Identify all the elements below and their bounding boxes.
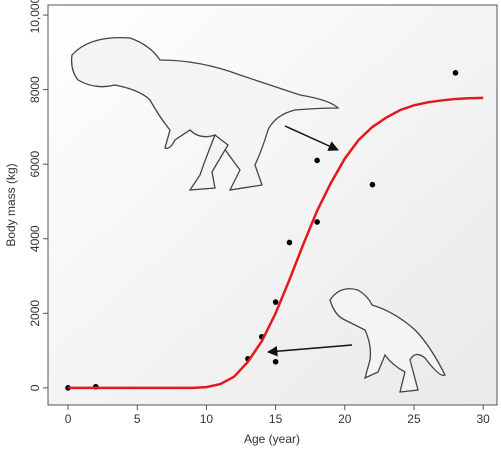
- arrow: [284, 125, 339, 151]
- x-tick-label: 0: [65, 412, 72, 426]
- x-tick-label: 5: [134, 412, 141, 426]
- x-axis-label: Age (year): [244, 432, 300, 446]
- y-tick-label: 10,000: [28, 0, 42, 33]
- data-point: [452, 70, 459, 76]
- t-rex-adult-illustration: [70, 36, 340, 191]
- data-point: [286, 239, 293, 246]
- x-tick-label: 10: [200, 412, 214, 426]
- x-tick-label: 25: [407, 412, 421, 426]
- y-tick-label: 0: [28, 384, 42, 391]
- x-tick-label: 15: [269, 412, 283, 426]
- data-point: [272, 299, 279, 305]
- t-rex-juvenile-illustration: [329, 288, 446, 393]
- x-tick-label: 30: [476, 412, 490, 426]
- data-point: [314, 157, 320, 164]
- data-point: [272, 358, 279, 365]
- y-tick-label: 8000: [28, 76, 42, 103]
- data-point: [369, 181, 376, 188]
- y-tick-label: 4000: [28, 225, 42, 252]
- arrow: [266, 344, 353, 357]
- y-tick-label: 2000: [28, 300, 42, 327]
- y-tick-label: 6000: [28, 151, 42, 178]
- x-tick-label: 20: [338, 412, 352, 426]
- y-axis-label: Body mass (kg): [4, 163, 18, 246]
- growth-curve: [68, 96, 484, 390]
- data-point: [314, 219, 320, 225]
